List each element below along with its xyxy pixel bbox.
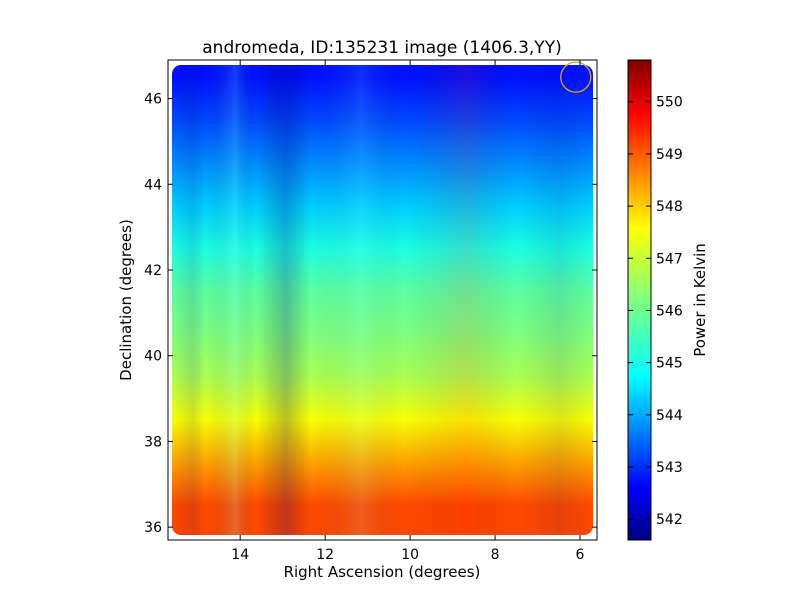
x-tick-label: 12: [316, 547, 334, 563]
colorbar-label: Power in Kelvin: [691, 243, 709, 357]
colorbar-tick-label: 550: [656, 95, 683, 111]
y-tick-label: 44: [144, 177, 162, 193]
colorbar-tick-label: 549: [656, 147, 683, 163]
x-tick-label: 14: [231, 547, 249, 563]
y-tick-label: 46: [144, 92, 162, 108]
reference-circle-marker: [560, 61, 592, 93]
y-axis-label: Declination (degrees): [117, 219, 135, 381]
colorbar-tick-label: 543: [656, 460, 683, 476]
y-tick-label: 42: [144, 263, 162, 279]
colorbar-ticks: 542 543 544 545 546 547 548 549 550: [628, 95, 683, 528]
colorbar-tick-label: 542: [656, 512, 683, 528]
colorbar-tick-label: 547: [656, 251, 683, 267]
colorbar-tick-label: 545: [656, 356, 683, 372]
y-tick-label: 38: [144, 434, 162, 450]
x-tick-label: 6: [576, 547, 585, 563]
y-axis-ticks: 36 38 40 42 44 46: [144, 92, 597, 536]
axes-border: [167, 59, 598, 541]
x-tick-label: 10: [401, 547, 419, 563]
heatmap-stripes: [172, 65, 593, 535]
colorbar-bar: [627, 59, 652, 541]
chart-title: andromeda, ID:135231 image (1406.3,YY): [202, 38, 561, 58]
y-tick-label: 40: [144, 349, 162, 365]
x-axis-ticks: 14 12 10 8 6: [231, 60, 585, 563]
x-tick-label: 8: [491, 547, 500, 563]
y-tick-label: 36: [144, 520, 162, 536]
colorbar: 542 543 544 545 546 547 548 549 550 Power in Kel…: [627, 59, 709, 541]
colorbar-tick-label: 548: [656, 199, 683, 215]
x-axis-label: Right Ascension (degrees): [284, 563, 481, 581]
plot-area: 14 12 10 8 6 36 38 40 42 44 46: [144, 59, 598, 563]
colorbar-tick-label: 546: [656, 303, 683, 319]
colorbar-tick-label: 544: [656, 408, 683, 424]
